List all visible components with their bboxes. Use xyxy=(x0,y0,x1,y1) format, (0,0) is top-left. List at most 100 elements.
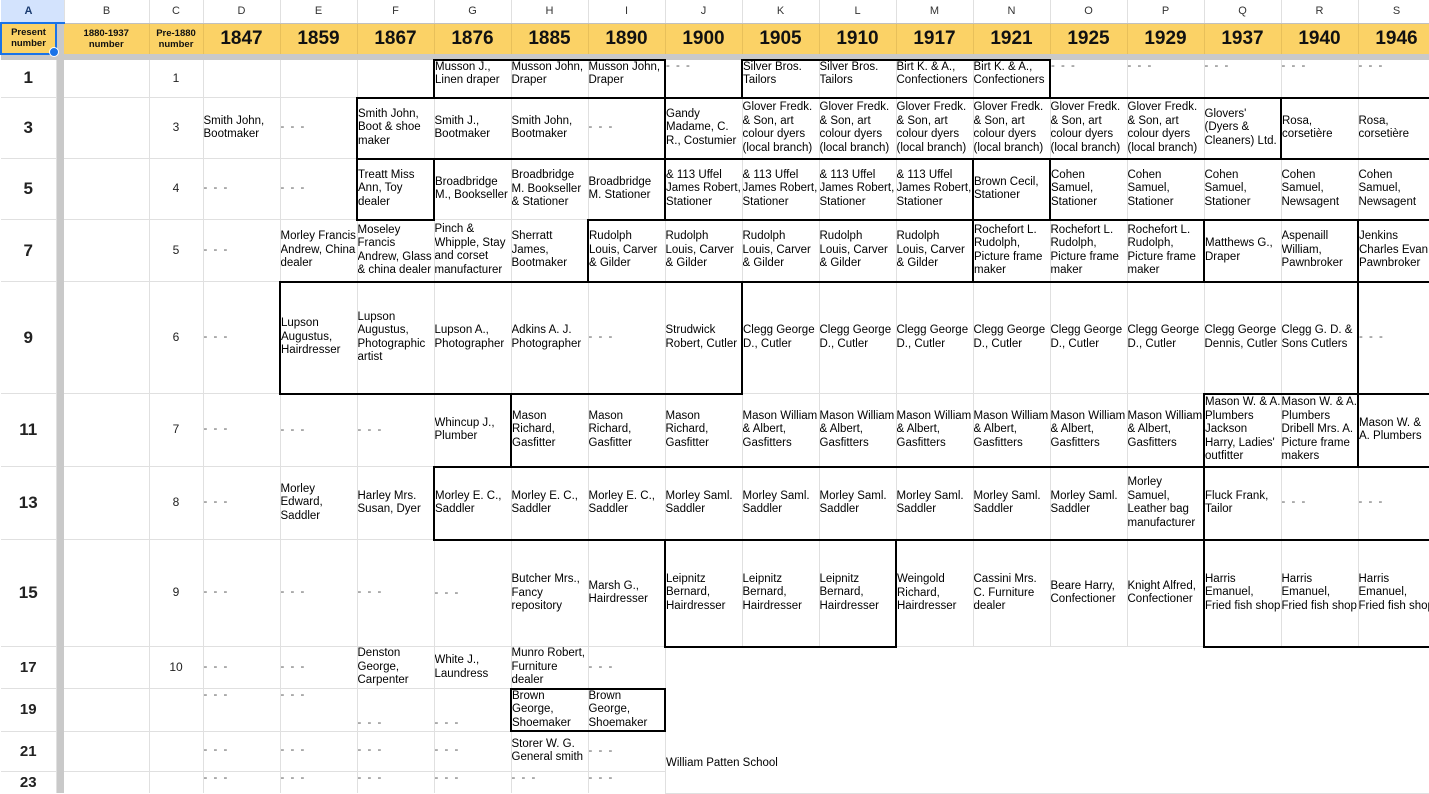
cell-E7[interactable]: Morley Francis Andrew, China dealer xyxy=(280,219,358,282)
row-header-17[interactable]: 17 xyxy=(1,646,57,689)
row-header-13[interactable]: 13 xyxy=(1,466,57,540)
column-header-G[interactable]: G xyxy=(434,0,512,24)
banner-pre-1880-cell[interactable]: Pre-1880 number xyxy=(149,23,204,54)
cell-R5[interactable]: Cohen Samuel, Newsagent xyxy=(1281,157,1359,220)
cell-G11[interactable]: Whincup J., Plumber xyxy=(434,393,512,468)
cell-E1[interactable] xyxy=(280,59,358,98)
cell-D15[interactable]: - - - xyxy=(203,539,281,647)
banner-year-1937[interactable]: 1937 xyxy=(1204,23,1282,54)
cell-Q1[interactable]: - - - xyxy=(1204,59,1282,98)
cell-S11[interactable]: Mason W. & A. Plumbers xyxy=(1358,392,1429,468)
column-header-L[interactable]: L xyxy=(819,0,897,24)
cell-S9[interactable]: - - - xyxy=(1358,280,1429,394)
cell-B11[interactable] xyxy=(64,393,150,467)
cell-G7[interactable]: Pinch & Whipple, Stay and corset manufac… xyxy=(434,219,512,283)
cell-S13[interactable]: - - - xyxy=(1358,465,1429,541)
banner-year-1910[interactable]: 1910 xyxy=(819,23,897,54)
cell-O13[interactable]: Morley Saml. Saddler xyxy=(1050,465,1128,541)
cell-O9[interactable]: Clegg George D., Cutler xyxy=(1050,280,1128,394)
cell-J1[interactable]: - - - xyxy=(665,59,743,98)
row-header-15[interactable]: 15 xyxy=(1,539,57,647)
cell-N7[interactable]: Rochefort L. Rudolph, Picture frame make… xyxy=(973,218,1051,282)
table-row[interactable]: 5 4 - - - - - - Treatt Miss Ann, Toy dea… xyxy=(1,157,1429,221)
row-header-7[interactable]: 7 xyxy=(1,219,57,282)
cell-R7[interactable]: Aspenaill William, Pawnbroker xyxy=(1281,218,1359,282)
column-header-K[interactable]: K xyxy=(742,0,820,24)
cell-C19[interactable] xyxy=(149,688,204,732)
cell-F21[interactable]: - - - xyxy=(357,731,435,772)
cell-G1[interactable]: Musson J., Linen draper xyxy=(433,58,512,98)
cell-R9[interactable]: Clegg G. D. & Sons Cutlers xyxy=(1281,280,1359,394)
cell-Q15[interactable]: Harris Emanuel, Fried fish shop xyxy=(1203,538,1282,648)
banner-present-number-cell[interactable]: Present number xyxy=(0,22,60,57)
cell-M3[interactable]: Glover Fredk. & Son, art colour dyers (l… xyxy=(896,96,974,159)
cell-F15[interactable]: - - - xyxy=(357,539,435,647)
cell-M7[interactable]: Rudolph Louis, Carver & Gilder xyxy=(896,218,974,282)
cell-H13[interactable]: Morley E. C., Saddler xyxy=(511,465,589,541)
cell-D3[interactable]: Smith John, Bootmaker xyxy=(203,97,281,159)
cell-B7[interactable] xyxy=(64,219,150,282)
cell-K13[interactable]: Morley Saml. Saddler xyxy=(742,465,820,541)
table-row[interactable]: 3 3 Smith John, Bootmaker - - - Smith Jo… xyxy=(1,96,1429,160)
cell-L5[interactable]: & 113 Uffel James Robert, Stationer xyxy=(819,157,897,220)
cell-C15[interactable]: 9 xyxy=(149,539,204,647)
cell-P11[interactable]: Mason William & Albert, Gasfitters xyxy=(1127,393,1205,468)
cell-E17[interactable]: - - - xyxy=(280,646,358,689)
column-header-D[interactable]: D xyxy=(203,0,281,24)
banner-year-1885[interactable]: 1885 xyxy=(511,23,589,54)
cell-D7[interactable]: - - - xyxy=(203,219,281,282)
cell-K9[interactable]: Clegg George D., Cutler xyxy=(741,280,820,394)
cell-I17[interactable]: - - - xyxy=(588,646,666,689)
cell-H15[interactable]: Butcher Mrs., Fancy repository xyxy=(511,539,589,647)
cell-G5[interactable]: Broadbridge M., Bookseller xyxy=(433,157,512,220)
cell-B17[interactable] xyxy=(64,646,150,689)
row-header-19[interactable]: 19 xyxy=(1,688,57,732)
cell-E21[interactable]: - - - xyxy=(280,731,358,772)
cell-F23[interactable]: - - - xyxy=(357,771,435,793)
cell-B19[interactable] xyxy=(64,688,150,732)
cell-J9[interactable]: Strudwick Robert, Cutler xyxy=(665,280,743,395)
banner-year-1921[interactable]: 1921 xyxy=(973,23,1051,54)
cell-B3[interactable] xyxy=(64,97,150,159)
cell-N1[interactable]: Birt K. & A., Confectioners xyxy=(973,58,1051,98)
cell-K15[interactable]: Leipnitz Bernard, Hairdresser xyxy=(742,538,820,648)
cell-M13[interactable]: Morley Saml. Saddler xyxy=(896,465,974,541)
table-row[interactable]: 13 8 - - - Morley Edward, Saddler Harley… xyxy=(1,465,1429,541)
cell-G9[interactable]: Lupson A., Photographer xyxy=(434,280,512,395)
cell-L11[interactable]: Mason William & Albert, Gasfitters xyxy=(819,393,897,468)
banner-year-1925[interactable]: 1925 xyxy=(1050,23,1128,54)
cell-L13[interactable]: Morley Saml. Saddler xyxy=(819,465,897,541)
column-header-C[interactable]: C xyxy=(149,0,204,24)
cell-I21[interactable]: - - - xyxy=(588,731,666,772)
cell-S15[interactable]: Harris Emanuel, Fried fish shop xyxy=(1358,538,1429,648)
cell-P15[interactable]: Knight Alfred, Confectioner xyxy=(1127,539,1205,647)
cell-merged-william-patten-school[interactable]: William Patten School xyxy=(665,646,1429,794)
cell-P1[interactable]: - - - xyxy=(1127,59,1205,98)
cell-H19[interactable]: Brown George, Shoemaker xyxy=(510,687,589,732)
cell-B1[interactable] xyxy=(64,59,150,98)
cell-P9[interactable]: Clegg George D., Cutler xyxy=(1127,280,1205,394)
cell-C1[interactable]: 1 xyxy=(149,59,204,98)
cell-S5[interactable]: Cohen Samuel, Newsagent xyxy=(1358,157,1429,220)
table-row[interactable]: 17 10 - - - - - - Denston George, Carpen… xyxy=(1,646,1429,794)
cell-C17[interactable]: 10 xyxy=(149,646,204,689)
cell-P5[interactable]: Cohen Samuel, Stationer xyxy=(1127,157,1205,220)
cell-B23[interactable] xyxy=(64,771,150,793)
column-header-E[interactable]: E xyxy=(280,0,358,24)
cell-C11[interactable]: 7 xyxy=(149,393,204,467)
cell-I7[interactable]: Rudolph Louis, Carver & Gilder xyxy=(587,218,666,282)
cell-K11[interactable]: Mason William & Albert, Gasfitters xyxy=(742,393,820,468)
cell-C7[interactable]: 5 xyxy=(149,219,204,282)
row-header-1[interactable]: 1 xyxy=(1,59,57,98)
cell-S1[interactable]: - - - xyxy=(1358,59,1429,98)
cell-F11[interactable]: - - - xyxy=(357,393,435,467)
cell-N5[interactable]: Brown Cecil, Stationer xyxy=(973,157,1051,221)
cell-C23[interactable] xyxy=(149,771,204,793)
cell-C5[interactable]: 4 xyxy=(149,158,204,220)
cell-P3[interactable]: Glover Fredk. & Son, art colour dyers (l… xyxy=(1127,96,1205,159)
row-header-3[interactable]: 3 xyxy=(1,97,57,159)
cell-D11[interactable]: - - - xyxy=(203,393,281,467)
banner-year-1929[interactable]: 1929 xyxy=(1127,23,1205,54)
cell-E9[interactable]: Lupson Augustus, Hairdresser xyxy=(279,280,358,395)
row-header-5[interactable]: 5 xyxy=(1,158,57,220)
